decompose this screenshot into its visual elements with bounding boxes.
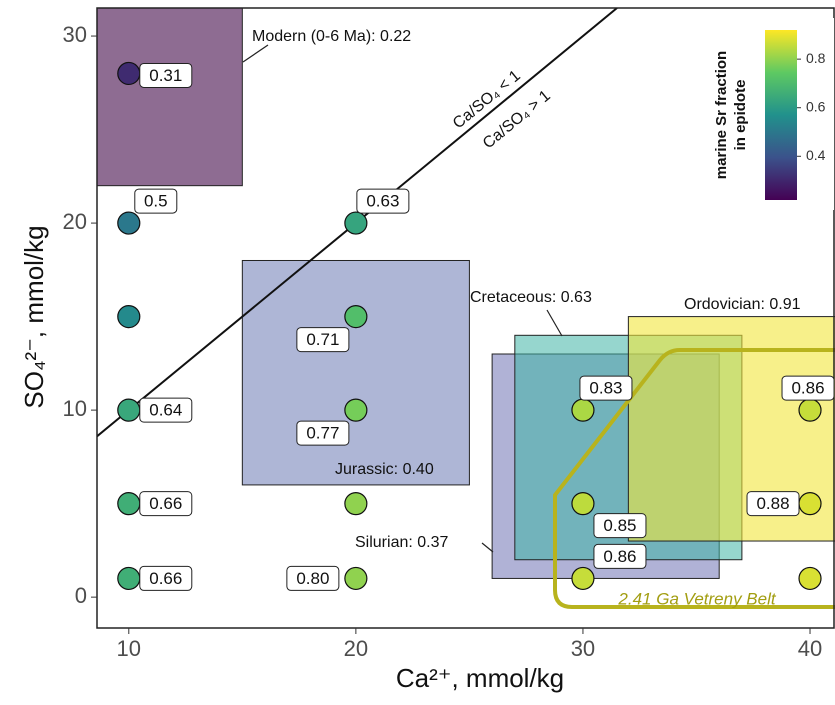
colorbar-title: marine Sr fraction bbox=[713, 51, 730, 179]
value-label-box bbox=[356, 188, 410, 214]
value-label-box bbox=[139, 565, 193, 591]
region-label: Silurian: 0.37 bbox=[355, 534, 448, 551]
value-label-box bbox=[781, 375, 835, 401]
y-axis-label: SO₄²⁻, mmol/kg bbox=[19, 225, 49, 408]
point bbox=[571, 398, 595, 422]
x-tick-label: 10 bbox=[117, 636, 141, 661]
value-label-box bbox=[746, 491, 800, 517]
y-tick-label: 20 bbox=[63, 209, 87, 234]
value-label: 0.66 bbox=[149, 569, 182, 588]
value-label: 0.63 bbox=[366, 192, 399, 211]
plot-area bbox=[97, 8, 835, 591]
region-box bbox=[241, 259, 470, 486]
value-label-box bbox=[593, 513, 647, 539]
value-label: 0.80 bbox=[296, 569, 329, 588]
region-leader bbox=[242, 44, 269, 63]
value-label: 0.86 bbox=[791, 379, 824, 398]
value-label: 0.88 bbox=[756, 494, 789, 513]
point bbox=[117, 61, 141, 86]
value-label-box bbox=[134, 188, 178, 214]
value-label: 0.86 bbox=[603, 547, 636, 566]
value-label: 0.31 bbox=[149, 66, 182, 85]
point bbox=[117, 211, 141, 235]
point bbox=[798, 398, 822, 422]
value-label: 0.77 bbox=[306, 424, 339, 443]
plot-frame bbox=[96, 7, 835, 629]
point bbox=[798, 566, 822, 591]
colorbar bbox=[765, 30, 797, 200]
region-label: Modern (0-6 Ma): 0.22 bbox=[252, 28, 411, 45]
value-label-box bbox=[139, 397, 193, 423]
point bbox=[571, 492, 595, 516]
value-label-box bbox=[139, 491, 193, 517]
value-label: 0.66 bbox=[149, 494, 182, 513]
region-box bbox=[97, 8, 243, 187]
region-leader bbox=[546, 309, 563, 337]
value-label: 0.85 bbox=[603, 516, 636, 535]
y-tick-label: 30 bbox=[63, 22, 87, 47]
x-tick-label: 20 bbox=[344, 636, 368, 661]
point bbox=[344, 211, 368, 235]
value-label: 0.64 bbox=[149, 401, 182, 420]
point bbox=[344, 304, 368, 329]
point bbox=[344, 492, 368, 516]
value-label-box bbox=[593, 543, 647, 569]
region-label: Cretaceous: 0.63 bbox=[470, 289, 592, 306]
value-label-box bbox=[139, 62, 193, 88]
value-label-box bbox=[286, 565, 340, 591]
point bbox=[798, 492, 822, 516]
belt-label: 2.41 Ga Vetreny Belt bbox=[617, 589, 776, 608]
point bbox=[117, 398, 141, 422]
value-label: 0.71 bbox=[306, 330, 339, 349]
colorbar-tick-label: 0.4 bbox=[806, 147, 826, 163]
y-tick-label: 10 bbox=[63, 396, 87, 421]
x-axis-label: Ca²⁺, mmol/kg bbox=[396, 663, 564, 693]
point bbox=[571, 566, 595, 591]
point bbox=[117, 566, 141, 591]
value-label: 0.5 bbox=[144, 192, 168, 211]
colorbar-tick-label: 0.8 bbox=[806, 50, 826, 66]
belt-outline bbox=[553, 348, 835, 609]
y-tick-label: 0 bbox=[75, 583, 87, 608]
value-label-box bbox=[296, 327, 350, 353]
x-tick-label: 40 bbox=[798, 636, 822, 661]
region-label: Jurassic: 0.40 bbox=[335, 461, 434, 478]
value-label-box bbox=[579, 375, 633, 401]
colorbar-title: in epidote bbox=[732, 80, 749, 151]
point bbox=[117, 304, 141, 329]
value-label-box bbox=[296, 420, 350, 446]
point bbox=[344, 398, 368, 422]
value-label: 0.83 bbox=[589, 379, 622, 398]
colorbar-tick-label: 0.6 bbox=[806, 98, 826, 114]
region-label: Ordovician: 0.91 bbox=[684, 296, 801, 313]
region-leader bbox=[481, 542, 494, 553]
x-tick-label: 30 bbox=[571, 636, 595, 661]
point bbox=[117, 492, 141, 516]
point bbox=[344, 566, 368, 591]
